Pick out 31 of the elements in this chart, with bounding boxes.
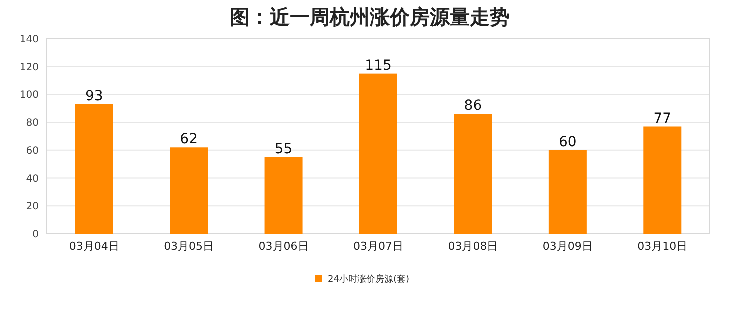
y-tick-label: 80 xyxy=(26,118,39,130)
y-tick-label: 20 xyxy=(26,202,39,213)
bar xyxy=(75,104,114,234)
x-tick-label: 03月06日 xyxy=(258,240,309,253)
y-tick-label: 40 xyxy=(26,174,39,185)
data-label: 115 xyxy=(365,58,392,74)
x-tick-label: 03月05日 xyxy=(164,240,214,253)
x-tick-label: 03月10日 xyxy=(638,240,688,253)
y-tick-label: 60 xyxy=(26,146,39,157)
legend-label: 24小时涨价房源(套) xyxy=(328,274,410,285)
bar xyxy=(548,150,587,234)
bar xyxy=(454,114,492,234)
data-label: 86 xyxy=(464,98,482,114)
data-label: 55 xyxy=(274,141,293,158)
bar xyxy=(170,148,208,234)
x-tick-label: 03月07日 xyxy=(354,240,404,253)
data-label: 60 xyxy=(559,134,577,150)
y-tick-label: 0 xyxy=(32,230,39,240)
data-label: 77 xyxy=(654,110,672,127)
bar xyxy=(360,74,398,234)
y-tick-label: 100 xyxy=(20,90,39,102)
bar xyxy=(264,157,303,234)
x-tick-label: 03月08日 xyxy=(448,240,498,253)
x-tick-label: 03月09日 xyxy=(542,240,593,253)
y-tick-label: 140 xyxy=(20,34,39,46)
bar xyxy=(644,126,682,234)
chart-title: 图：近一周杭州涨价房源量走势 xyxy=(230,5,510,29)
y-tick-label: 120 xyxy=(20,62,39,74)
data-label: 93 xyxy=(85,88,104,104)
data-label: 62 xyxy=(180,132,198,148)
x-tick-label: 03月04日 xyxy=(69,240,120,253)
